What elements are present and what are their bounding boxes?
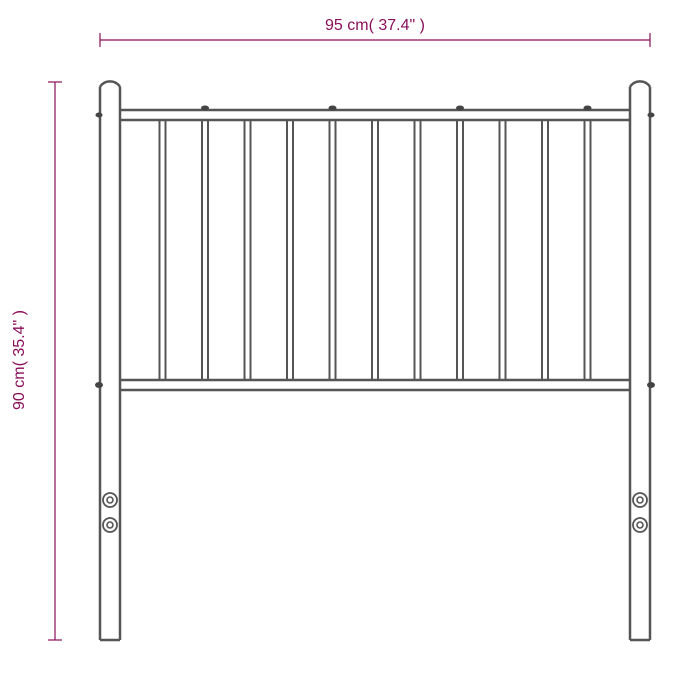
width-dimension-label: 95 cm( 37.4" ): [325, 17, 425, 34]
headboard-outline: [95, 81, 655, 640]
height-dimension-label: 90 cm( 35.4" ): [11, 310, 28, 410]
headboard-diagram: 95 cm( 37.4" ) 90 cm( 35.4" ): [0, 0, 700, 700]
